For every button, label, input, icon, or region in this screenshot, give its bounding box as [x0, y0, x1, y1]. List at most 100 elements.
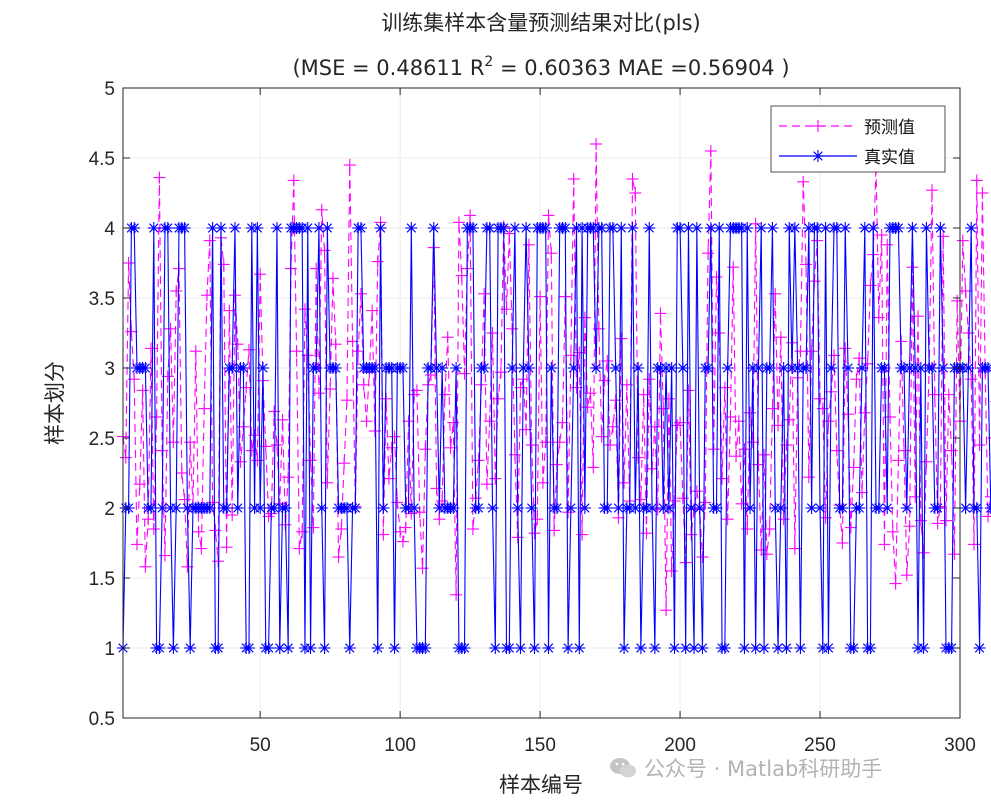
- true-point: [634, 642, 647, 654]
- predicted-point: [142, 513, 155, 526]
- predicted-point: [326, 272, 339, 285]
- predicted-point: [884, 411, 897, 423]
- predicted-point: [542, 209, 555, 222]
- true-point: [559, 222, 572, 234]
- predicted-point: [618, 476, 631, 489]
- predicted-point: [472, 454, 485, 467]
- predicted-point: [878, 538, 891, 551]
- true-point: [153, 642, 166, 654]
- true-point: [794, 642, 807, 654]
- true-point: [212, 642, 225, 654]
- true-point: [648, 642, 661, 654]
- predicted-point: [802, 471, 815, 484]
- true-point: [508, 222, 521, 234]
- true-point: [419, 642, 432, 654]
- true-point: [615, 222, 628, 234]
- true-point: [839, 222, 852, 234]
- predicted-point: [948, 548, 961, 561]
- predicted-point: [290, 345, 303, 358]
- true-point: [270, 222, 283, 234]
- true-point: [226, 362, 239, 374]
- true-point: [203, 502, 216, 514]
- true-point: [282, 642, 295, 654]
- predicted-point: [371, 255, 384, 268]
- predicted-point: [626, 173, 639, 185]
- predicted-point: [301, 349, 314, 362]
- predicted-point: [433, 513, 446, 526]
- predicted-point: [478, 287, 491, 300]
- y-tick-label: 1.5: [89, 569, 115, 590]
- predicted-point: [553, 436, 566, 449]
- predicted-point: [931, 517, 944, 530]
- legend-marker: [812, 120, 824, 132]
- tick-labels: 50 100 150 200 250 300 0.5 1 1.5 2 2.5 3 3.5 4 4.5 5: [89, 79, 976, 756]
- predicted-point: [892, 454, 905, 467]
- predicted-point: [343, 159, 356, 171]
- predicted-point: [329, 338, 342, 351]
- true-point: [662, 502, 675, 514]
- predicted-point: [942, 388, 955, 401]
- true-point: [315, 502, 328, 514]
- predicted-point: [480, 478, 493, 491]
- true-point: [262, 642, 275, 654]
- true-point: [184, 642, 197, 654]
- true-point: [178, 222, 191, 234]
- predicted-point: [836, 537, 849, 549]
- subtitle-prefix: (MSE = 0.48611 R: [292, 56, 484, 80]
- true-point: [696, 642, 709, 654]
- predicted-point: [231, 338, 244, 351]
- true-point: [772, 642, 785, 654]
- true-point: [702, 362, 715, 374]
- x-axis-label: 样本编号: [499, 773, 583, 797]
- predicted-point: [357, 378, 370, 391]
- true-point: [231, 502, 244, 514]
- true-point: [374, 222, 387, 234]
- true-point: [847, 642, 860, 654]
- true-point: [161, 222, 174, 234]
- predicted-point: [388, 430, 401, 443]
- true-point: [242, 642, 255, 654]
- true-point: [304, 642, 317, 654]
- true-point: [959, 502, 972, 514]
- true-point: [321, 222, 334, 234]
- true-point: [318, 642, 331, 654]
- predicted-point: [704, 145, 717, 157]
- true-point: [822, 642, 835, 654]
- true-point: [914, 362, 927, 374]
- predicted-point: [699, 496, 712, 509]
- x-tick-label: 300: [944, 735, 976, 756]
- true-point: [522, 362, 535, 374]
- true-point: [688, 642, 701, 654]
- true-point: [741, 222, 754, 234]
- true-point: [301, 222, 314, 234]
- predicted-point: [856, 486, 869, 499]
- true-point: [520, 222, 533, 234]
- predicted-point: [522, 238, 535, 251]
- true-point: [881, 502, 894, 514]
- predicted-point: [340, 394, 353, 407]
- y-tick-label: 2: [104, 499, 115, 520]
- predicted-point: [464, 209, 477, 222]
- predicted-point: [889, 577, 902, 590]
- watermark: 公众号 · Matlab科研助手: [608, 752, 882, 784]
- true-point: [256, 362, 269, 374]
- true-point: [167, 642, 180, 654]
- true-point: [800, 362, 813, 374]
- true-point: [920, 222, 933, 234]
- true-point: [970, 502, 983, 514]
- predicted-point: [192, 525, 205, 538]
- true-point: [853, 502, 866, 514]
- true-point: [144, 502, 157, 514]
- predicted-point: [245, 444, 258, 457]
- predicted-point: [270, 439, 283, 451]
- predicted-point: [466, 523, 479, 535]
- predicted-point: [318, 244, 331, 257]
- predicted-point: [847, 461, 860, 474]
- true-point: [755, 222, 768, 234]
- legend-true-marker: [812, 150, 824, 162]
- true-point: [377, 502, 390, 514]
- predicted-point: [441, 331, 454, 344]
- true-point: [713, 222, 726, 234]
- x-tick-label: 250: [804, 735, 836, 756]
- true-point: [780, 642, 793, 654]
